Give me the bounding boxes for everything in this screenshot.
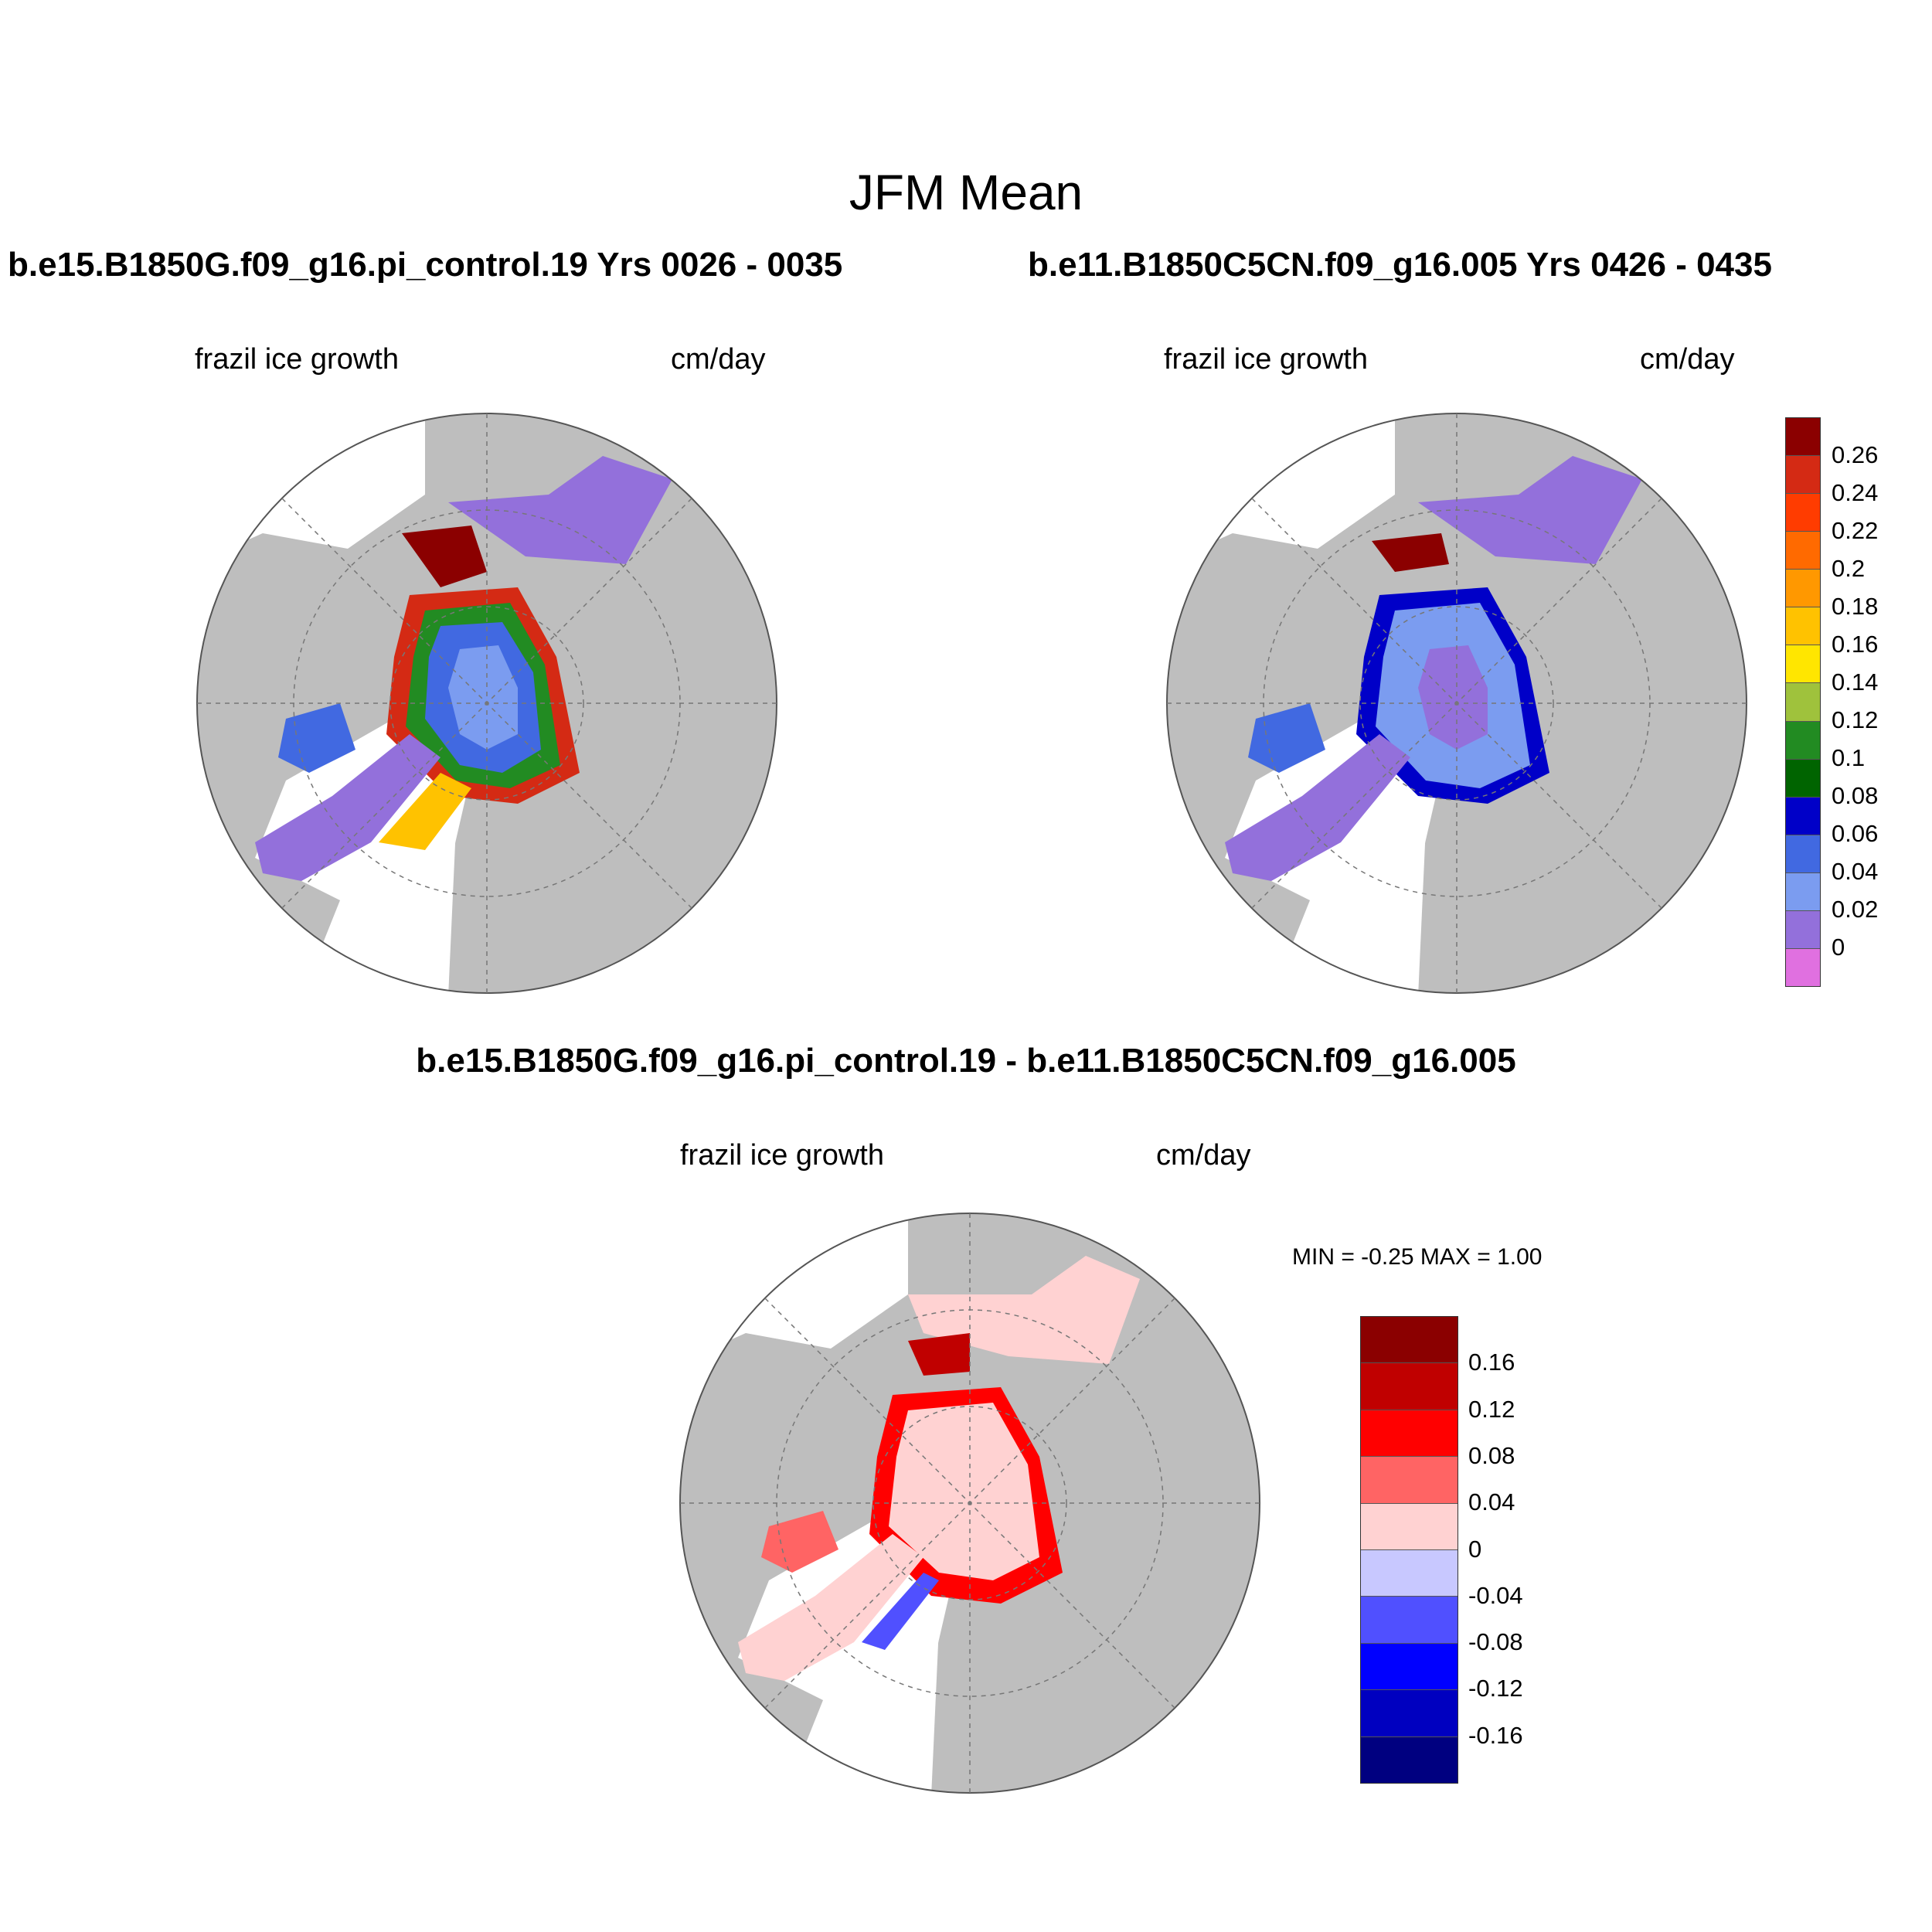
ice-band: [255, 734, 440, 881]
colorbar-diff-tick-label: -0.08: [1468, 1628, 1523, 1656]
colorbar-main-swatch: [1786, 797, 1820, 835]
colorbar-diff-swatch: [1361, 1690, 1458, 1737]
colorbar-main-tick-label: 0.02: [1832, 896, 1879, 923]
colorbar-main-swatch: [1786, 456, 1820, 495]
colorbar-diff-tick-label: 0: [1468, 1535, 1482, 1563]
difference-title: b.e15.B1850G.f09_g16.pi_control.19 - b.e…: [416, 1042, 1516, 1080]
colorbar-diff-swatch: [1361, 1643, 1458, 1691]
colorbar-main-tick-label: 0: [1832, 934, 1845, 961]
colorbar-diff-swatch: [1361, 1410, 1458, 1458]
ice-band: [278, 703, 355, 773]
colorbar-main-swatch: [1786, 607, 1820, 646]
colorbar-main-swatch: [1786, 910, 1820, 949]
ice-band: [1372, 533, 1449, 572]
panel-2-run-title: b.e11.B1850C5CN.f09_g16.005 Yrs 0426 - 0…: [1028, 246, 1772, 284]
panel-3-variable-label: frazil ice growth: [680, 1139, 884, 1172]
colorbar-difference: [1360, 1316, 1458, 1784]
colorbar-main-swatch: [1786, 645, 1820, 684]
colorbar-main-tick-label: 0.16: [1832, 631, 1879, 658]
colorbar-diff-swatch: [1361, 1503, 1458, 1551]
colorbar-diff-swatch: [1361, 1597, 1458, 1644]
colorbar-main-swatch: [1786, 683, 1820, 722]
figure-title: JFM Mean: [849, 165, 1083, 220]
ice-field: [1418, 645, 1488, 750]
colorbar-main-tick-label: 0.26: [1832, 441, 1879, 468]
colorbar-diff-tick-label: 0.16: [1468, 1349, 1515, 1376]
colorbar-diff-swatch: [1361, 1550, 1458, 1597]
ice-band: [1225, 734, 1410, 881]
colorbar-diff-tick-label: 0.04: [1468, 1488, 1515, 1516]
polar-map-2: [1166, 413, 1747, 994]
colorbar-main-tick-label: 0.14: [1832, 668, 1879, 696]
ice-band: [1418, 456, 1642, 564]
ice-band: [1248, 703, 1325, 773]
colorbar-main-swatch: [1786, 721, 1820, 760]
colorbar-main-tick-label: 0.22: [1832, 517, 1879, 544]
colorbar-diff-tick-label: 0.12: [1468, 1395, 1515, 1423]
colorbar-main-swatch: [1786, 759, 1820, 798]
panel-3-units-label: cm/day: [1156, 1139, 1251, 1172]
panel-2-units-label: cm/day: [1640, 343, 1735, 376]
colorbar-main-swatch: [1786, 835, 1820, 873]
colorbar-diff-swatch: [1361, 1363, 1458, 1410]
panel-1-run-title: b.e15.B1850G.f09_g16.pi_control.19 Yrs 0…: [8, 246, 843, 284]
colorbar-main-tick-label: 0.08: [1832, 782, 1879, 809]
colorbar-diff-tick-label: -0.16: [1468, 1721, 1523, 1749]
colorbar-main-swatch: [1786, 532, 1820, 570]
ice-band: [402, 526, 487, 587]
colorbar-main-tick-label: 0.24: [1832, 479, 1879, 506]
colorbar-diff-swatch: [1361, 1457, 1458, 1504]
colorbar-main-tick-label: 0.04: [1832, 858, 1879, 885]
ice-band: [761, 1511, 838, 1573]
colorbar-diff-tick-label: 0.08: [1468, 1441, 1515, 1469]
colorbar-main-tick-label: 0.1: [1832, 744, 1866, 771]
ice-band: [862, 1573, 939, 1650]
colorbar-diff-swatch: [1361, 1317, 1458, 1364]
ice-band: [908, 1333, 970, 1376]
colorbar-diff-swatch: [1361, 1736, 1458, 1784]
polar-map-difference: [679, 1213, 1260, 1794]
colorbar-main: [1785, 417, 1821, 987]
ice-band: [448, 456, 672, 564]
colorbar-main-tick-label: 0.18: [1832, 593, 1879, 620]
panel-1-units-label: cm/day: [671, 343, 766, 376]
colorbar-main-swatch: [1786, 418, 1820, 457]
colorbar-main-swatch: [1786, 872, 1820, 911]
colorbar-main-swatch: [1786, 570, 1820, 608]
colorbar-diff-tick-label: -0.04: [1468, 1581, 1523, 1609]
panel-1-variable-label: frazil ice growth: [195, 343, 399, 376]
colorbar-diff-tick-label: -0.12: [1468, 1675, 1523, 1702]
colorbar-main-tick-label: 0.12: [1832, 706, 1879, 733]
colorbar-main-swatch: [1786, 494, 1820, 532]
ice-field: [448, 645, 518, 750]
colorbar-main-swatch: [1786, 948, 1820, 986]
colorbar-main-tick-label: 0.2: [1832, 555, 1866, 582]
ice-field: [889, 1403, 1039, 1580]
ice-band: [738, 1534, 923, 1681]
panel-2-variable-label: frazil ice growth: [1164, 343, 1368, 376]
ice-band: [379, 773, 471, 850]
colorbar-main-tick-label: 0.06: [1832, 820, 1879, 847]
min-max-label: MIN = -0.25 MAX = 1.00: [1292, 1244, 1543, 1270]
polar-map-1: [196, 413, 777, 994]
